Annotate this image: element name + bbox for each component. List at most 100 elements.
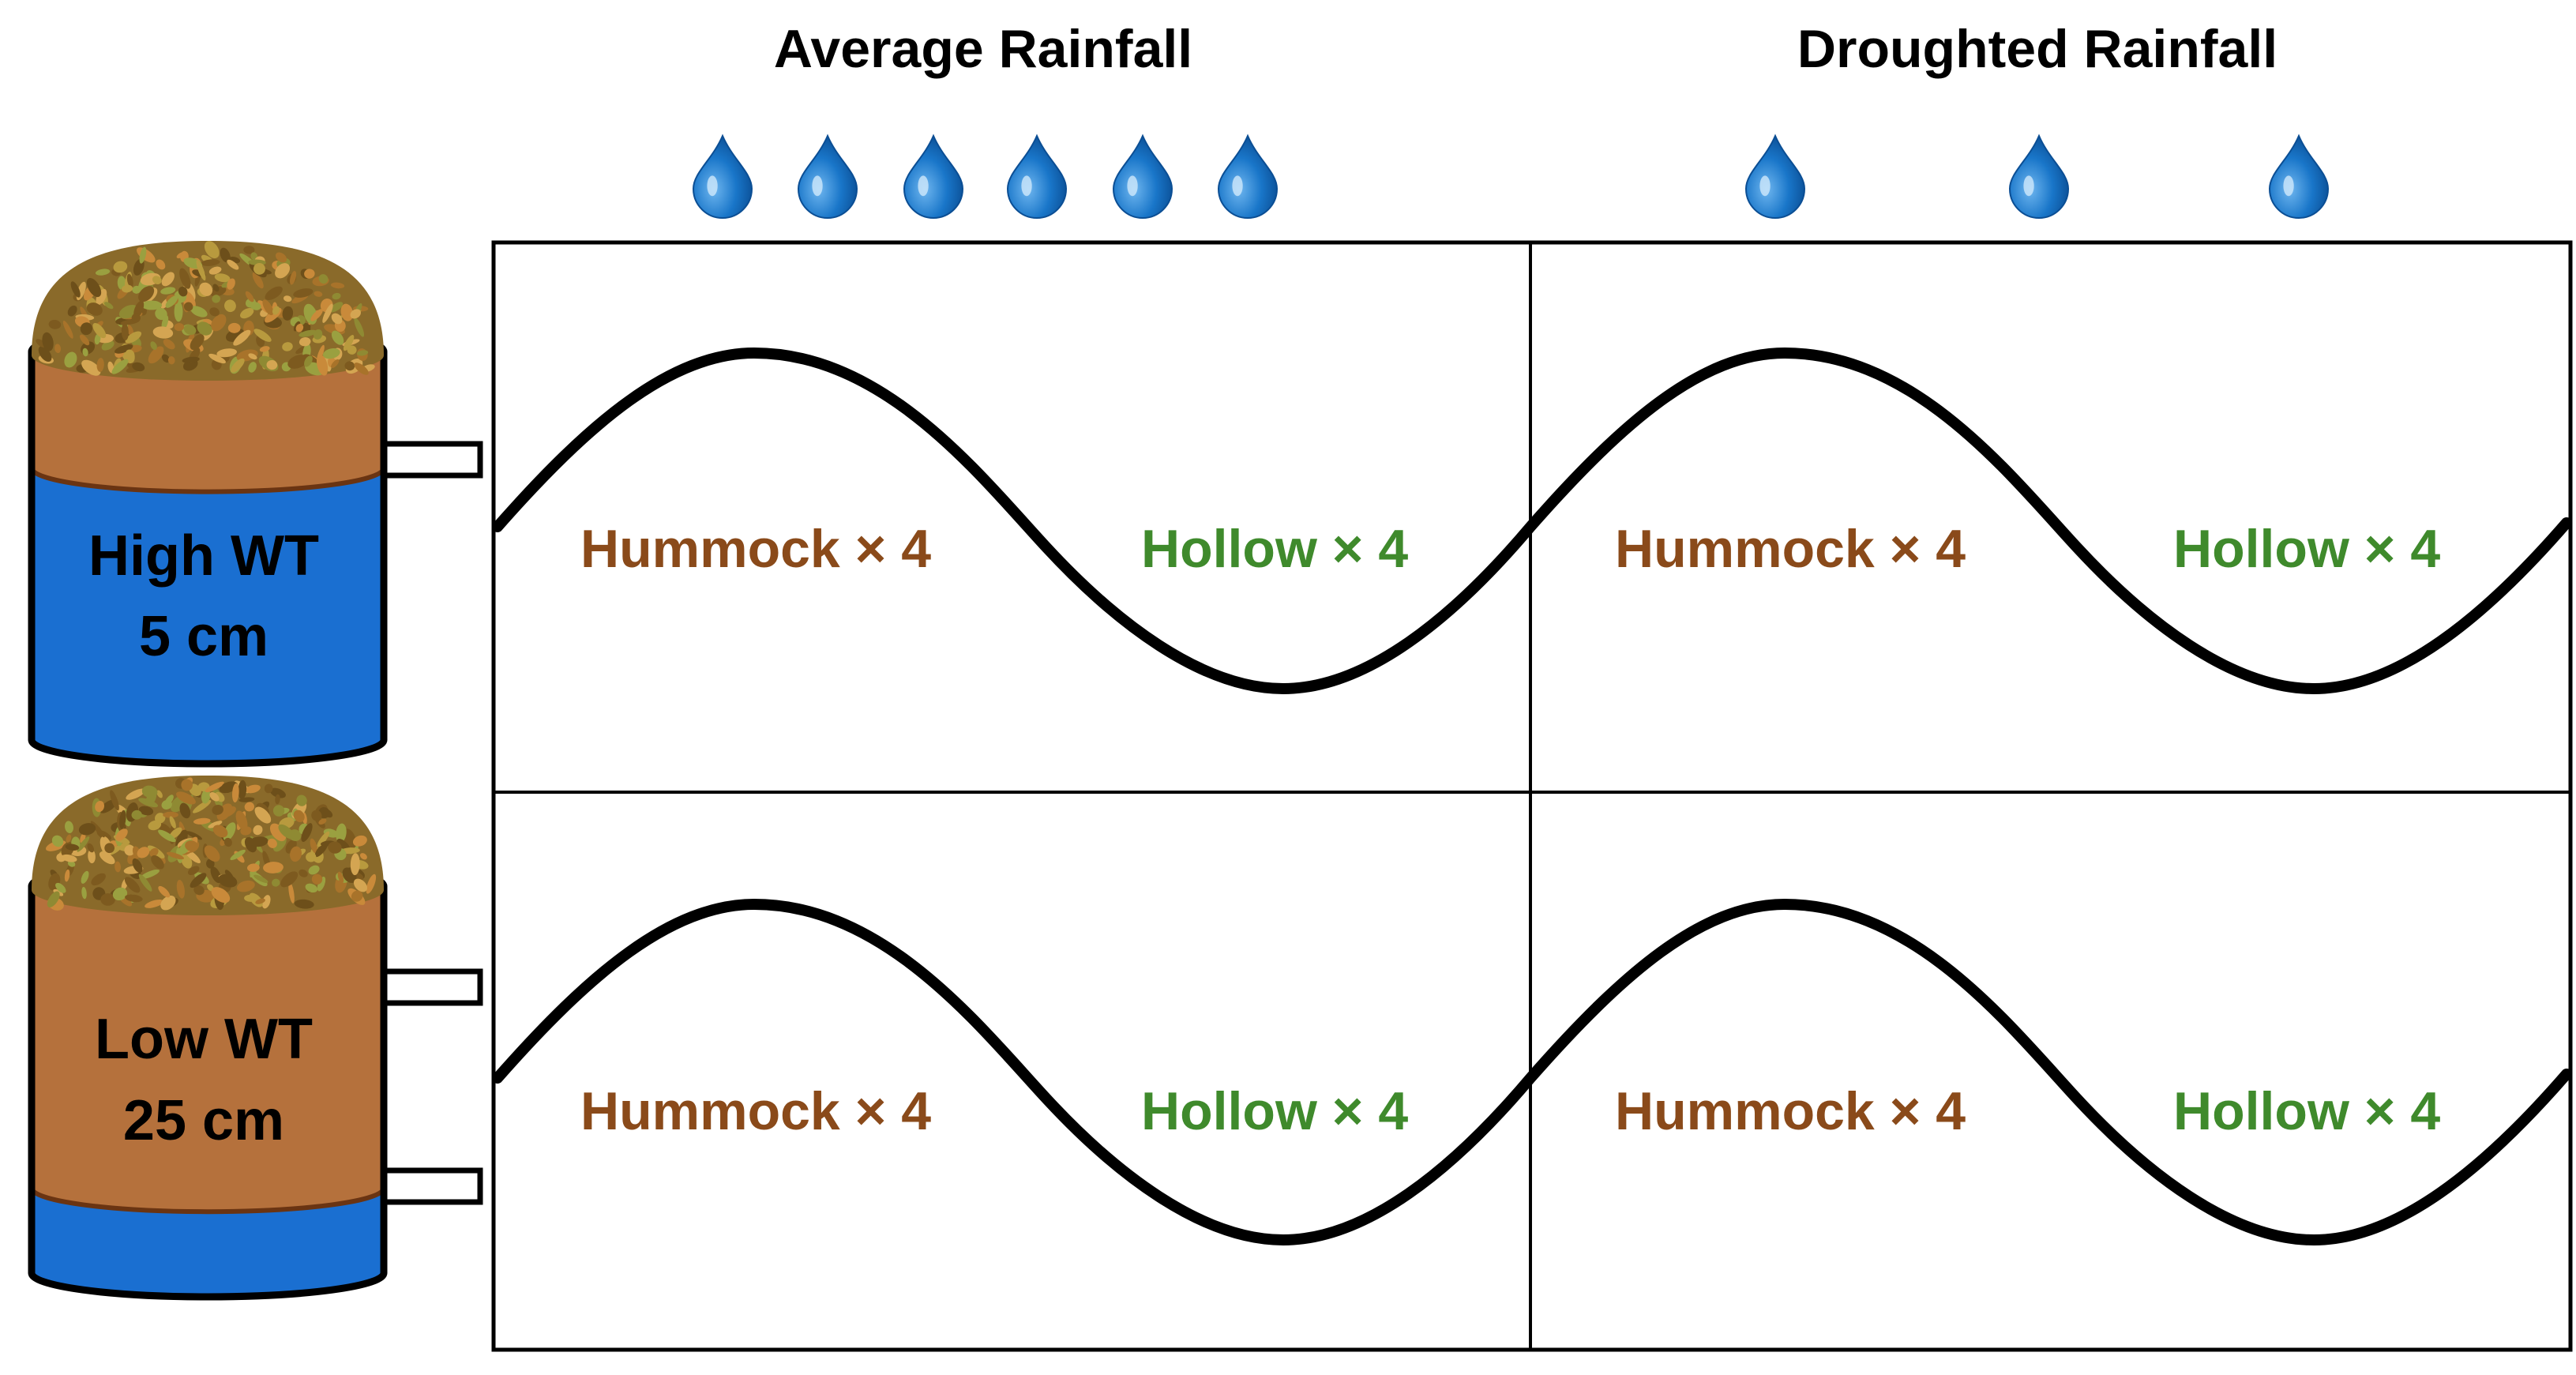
moss-fleck	[206, 858, 215, 869]
moss-fleck	[293, 288, 314, 298]
moss-fleck	[253, 825, 263, 836]
moss-fleck	[199, 282, 213, 296]
moss-fleck	[95, 801, 105, 813]
moss-fleck	[227, 259, 239, 270]
moss-fleck	[169, 827, 182, 840]
rain-drop-icon	[1006, 133, 1068, 219]
moss-fleck	[296, 795, 307, 806]
rain-drop-highlight	[2023, 175, 2034, 197]
moss-fleck	[245, 784, 261, 794]
moss-fleck	[211, 887, 231, 904]
moss-fleck	[161, 354, 171, 363]
moss-fleck	[310, 309, 323, 321]
soil-layer	[32, 886, 384, 1212]
moss-fleck	[91, 873, 106, 886]
moss-fleck	[316, 354, 329, 376]
moss-fleck	[269, 787, 286, 798]
moss-fleck	[295, 323, 304, 332]
moss-fleck	[193, 817, 211, 825]
cell-high-average: Hummock × 4 Hollow × 4	[580, 519, 1408, 579]
moss-fleck	[77, 836, 90, 852]
moss-fleck	[332, 292, 341, 300]
moss-fleck	[235, 810, 248, 831]
moss-fleck	[253, 329, 272, 342]
moss-fleck	[158, 885, 171, 898]
moss-fleck	[354, 317, 365, 337]
moss-fleck	[78, 823, 96, 836]
moss-fleck	[344, 361, 355, 371]
moss-fleck	[81, 359, 101, 376]
moss-fleck	[237, 880, 255, 892]
moss-fleck	[65, 843, 80, 851]
moss-fleck	[208, 266, 222, 275]
moss-fleck	[182, 356, 200, 363]
moss-fleck	[163, 811, 178, 818]
moss-fleck	[185, 840, 199, 852]
hummock-label: Hummock × 4	[1615, 519, 1966, 579]
mesocosm-high-wt: High WT 5 cm	[28, 241, 483, 768]
cell-high-droughted: Hummock × 4 Hollow × 4	[1615, 519, 2440, 579]
rain-drop-icon	[903, 133, 964, 219]
moss-fleck	[275, 794, 280, 805]
moss-fleck	[190, 334, 205, 351]
moss-fleck	[55, 882, 66, 893]
moss-fleck	[336, 823, 347, 843]
hollow-label: Hollow × 4	[1141, 519, 1408, 579]
moss-fleck	[275, 252, 287, 263]
hummock-label: Hummock × 4	[1615, 1081, 1966, 1141]
hollow-label: Hollow × 4	[2173, 1081, 2440, 1141]
microtopography-wave-row-high	[492, 347, 2572, 695]
moss-fleck	[160, 287, 176, 295]
moss-fleck	[92, 322, 107, 339]
moss-fleck	[193, 885, 205, 896]
moss-fleck	[67, 305, 77, 317]
moss-fleck	[205, 781, 224, 793]
moss-fleck	[243, 246, 255, 254]
moss-fleck	[221, 783, 232, 794]
moss-fleck	[322, 303, 333, 323]
moss-fleck	[343, 335, 355, 351]
moss-fleck	[240, 307, 254, 319]
cylinder-outline	[28, 351, 388, 768]
water-table-label-line1: Low WT	[95, 1008, 313, 1071]
moss-fleck	[209, 791, 220, 802]
moss-fleck	[110, 790, 119, 811]
moss-fleck	[306, 851, 317, 862]
moss-fleck	[183, 302, 193, 311]
overflow-pipe-lower	[368, 1167, 483, 1205]
moss-fleck	[64, 869, 70, 882]
moss-fleck	[126, 273, 133, 287]
moss-fleck	[337, 871, 344, 883]
water-table-line	[29, 1187, 386, 1215]
moss-fleck	[94, 333, 101, 345]
rain-drop-icon	[1217, 133, 1279, 219]
moss-fleck	[158, 823, 173, 836]
moss-fleck	[104, 302, 114, 310]
moss-fleck	[255, 898, 265, 904]
moss-fleck	[86, 302, 103, 316]
moss-fleck	[161, 799, 172, 810]
moss-fleck	[174, 301, 183, 322]
moss-fleck	[126, 788, 146, 800]
moss-fleck	[61, 854, 77, 862]
moss-fleck	[88, 849, 96, 864]
moss-fleck	[138, 873, 152, 892]
moss-fleck	[111, 359, 129, 374]
moss-fleck	[125, 331, 142, 344]
moss-fleck	[80, 334, 90, 346]
rain-drop-highlight	[1127, 175, 1138, 197]
moss-fleck	[115, 861, 121, 873]
moss-fleck	[264, 783, 273, 794]
moss-fleck	[119, 810, 126, 829]
rain-drop-highlight	[1021, 175, 1032, 197]
moss-fleck	[204, 241, 220, 259]
mesocosm-cylinder	[28, 858, 388, 1301]
moss-fleck	[299, 329, 317, 337]
soil-layer	[32, 351, 384, 492]
moss-fleck	[308, 865, 320, 875]
moss-fleck	[167, 356, 175, 365]
moss-fleck	[124, 877, 141, 893]
moss-fleck	[51, 835, 64, 847]
moss-fleck	[227, 322, 241, 333]
moss-fleck	[330, 282, 345, 289]
